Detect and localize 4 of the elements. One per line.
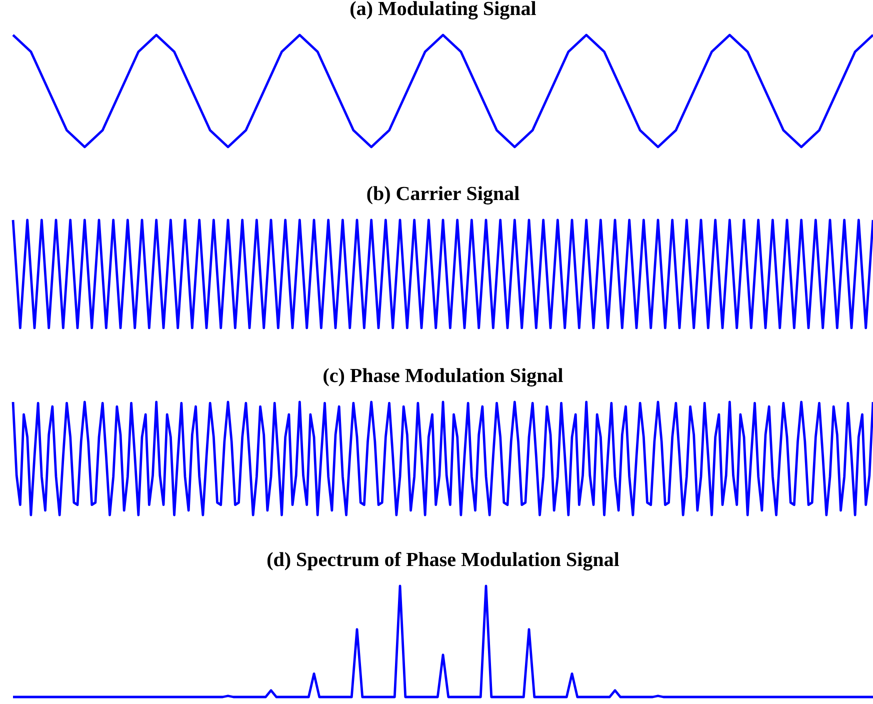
chart-title: (a) Modulating Signal [350, 1, 536, 20]
chart-title: (c) Phase Modulation Signal [324, 368, 563, 386]
chart-title: (d) Spectrum of Phase Modulation Signal [267, 552, 620, 570]
chart-title: (b) Carrier Signal [367, 186, 520, 204]
